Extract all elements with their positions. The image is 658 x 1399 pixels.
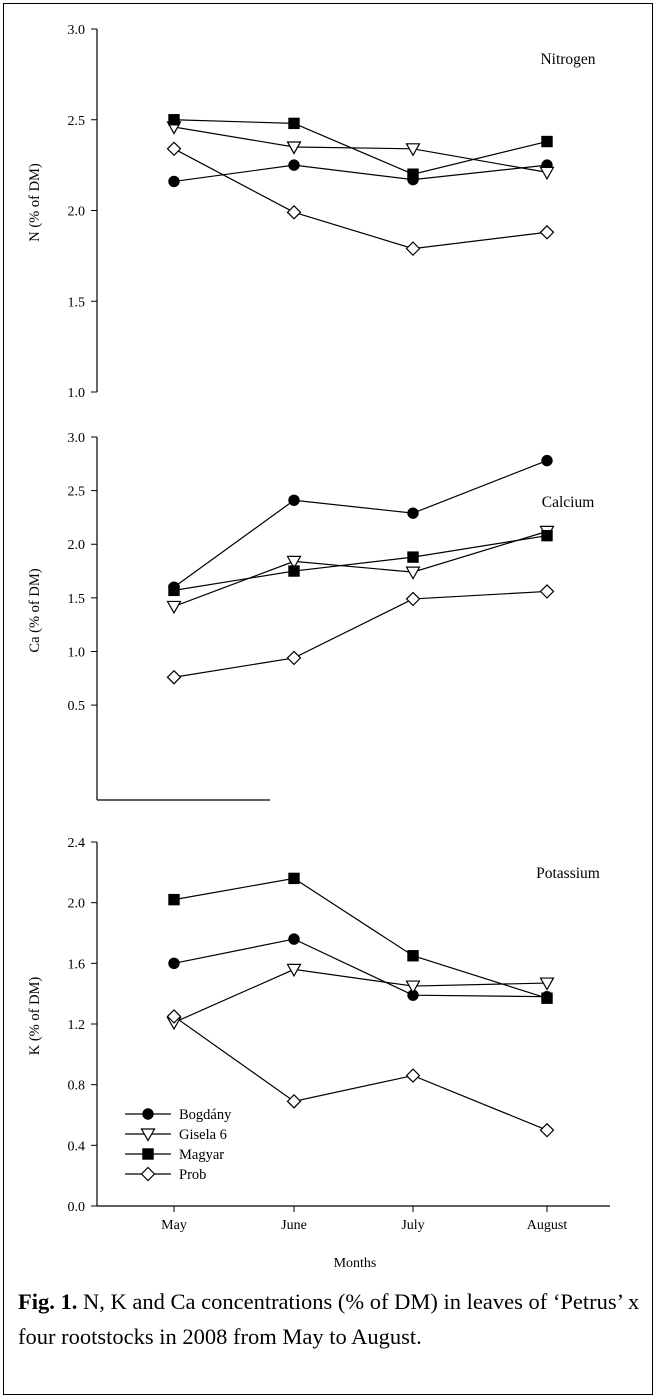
data-point-Gisela 6-June xyxy=(286,555,302,570)
data-point-Prob-August xyxy=(539,584,555,599)
figure-frame xyxy=(3,3,653,1395)
data-point-Prob-May xyxy=(166,669,182,685)
data-point-Magyar-August xyxy=(541,529,553,542)
data-point-Magyar-July xyxy=(407,551,419,563)
data-point-Magyar-August xyxy=(541,135,553,148)
data-point-Gisela 6-June xyxy=(286,141,302,155)
data-point-Gisela 6-June xyxy=(286,963,302,978)
series-line-Gisela 6 xyxy=(173,968,548,1024)
data-point-Magyar-May xyxy=(168,584,180,597)
y-tick-label: 2.0 xyxy=(68,538,86,553)
legend-marker-Gisela 6 xyxy=(140,1128,156,1142)
y-tick-label: 1.5 xyxy=(68,295,86,310)
series-line-Bogdány xyxy=(173,164,548,183)
y-axis-label: N (% of DM) xyxy=(27,163,43,242)
y-tick-label: 2.5 xyxy=(68,114,86,129)
data-point-Gisela 6-August xyxy=(539,977,555,991)
y-tick-label: 3.0 xyxy=(68,431,86,446)
y-tick-label: 1.0 xyxy=(68,645,86,660)
data-point-Prob-July xyxy=(405,1068,421,1083)
y-tick-label: 1.2 xyxy=(68,1018,86,1033)
series-line-Bogdány xyxy=(173,938,548,998)
y-tick-label: 2.0 xyxy=(68,205,86,220)
series-line-Prob xyxy=(173,1015,548,1131)
legend-label: Bogdány xyxy=(179,1107,232,1123)
y-tick-label: 1.5 xyxy=(68,592,86,607)
data-point-Magyar-May xyxy=(168,114,180,126)
data-point-Gisela 6-May xyxy=(166,600,182,615)
data-point-Prob-July xyxy=(405,591,421,607)
data-point-Prob-June xyxy=(286,204,302,220)
data-point-Gisela 6-July xyxy=(405,143,421,157)
series-line-Bogdány xyxy=(173,460,548,588)
data-point-Prob-August xyxy=(539,224,555,240)
y-tick-label: 0.0 xyxy=(68,1200,86,1215)
series-line-Gisela 6 xyxy=(173,530,548,608)
data-point-Magyar-June xyxy=(288,872,300,885)
series-line-Gisela 6 xyxy=(173,126,548,173)
x-tick-label: June xyxy=(281,1218,307,1233)
data-point-Bogdány-May xyxy=(168,957,180,970)
y-tick-label: 2.4 xyxy=(68,836,86,851)
y-tick-label: 0.8 xyxy=(68,1079,86,1094)
panel-title: Nitrogen xyxy=(540,51,595,68)
caption-label: Fig. 1. xyxy=(18,1289,78,1314)
data-point-Bogdány-June xyxy=(288,159,300,171)
data-point-Bogdány-June xyxy=(288,933,300,945)
legend-label: Magyar xyxy=(179,1147,224,1163)
y-tick-label: 0.5 xyxy=(68,699,86,714)
data-point-Magyar-July xyxy=(407,168,419,180)
series-line-Magyar xyxy=(173,119,548,175)
data-point-Bogdány-May xyxy=(168,175,180,188)
panel-title: Potassium xyxy=(536,865,600,882)
y-axis-label: Ca (% of DM) xyxy=(27,568,43,652)
legend-marker-Bogdány xyxy=(142,1108,154,1120)
series-line-Magyar xyxy=(173,535,548,591)
data-point-Prob-May xyxy=(166,1009,182,1024)
y-tick-label: 2.5 xyxy=(68,485,86,500)
y-tick-label: 1.6 xyxy=(68,957,86,972)
legend-marker-Prob xyxy=(140,1166,156,1182)
data-point-Magyar-May xyxy=(168,893,180,906)
data-point-Gisela 6-July xyxy=(405,980,421,994)
data-point-Gisela 6-August xyxy=(539,166,555,181)
data-point-Gisela 6-July xyxy=(405,566,421,580)
legend-label: Gisela 6 xyxy=(179,1127,227,1143)
series-line-Magyar xyxy=(173,877,548,999)
data-point-Prob-August xyxy=(539,1122,555,1138)
figure-caption: Fig. 1. N, K and Ca concentrations (% of… xyxy=(18,1284,648,1354)
data-point-Prob-June xyxy=(286,650,302,666)
y-tick-label: 2.0 xyxy=(68,897,86,912)
data-point-Prob-July xyxy=(405,241,421,256)
legend-label: Prob xyxy=(179,1167,206,1183)
data-point-Bogdány-August xyxy=(541,454,553,467)
panel-title: Calcium xyxy=(542,494,595,511)
x-tick-label: July xyxy=(401,1218,424,1233)
data-point-Bogdány-July xyxy=(407,507,419,519)
caption-text: N, K and Ca concentrations (% of DM) in … xyxy=(18,1289,640,1349)
data-point-Magyar-July xyxy=(407,950,419,962)
data-point-Magyar-June xyxy=(288,117,300,130)
series-line-Prob xyxy=(173,148,548,250)
data-point-Magyar-June xyxy=(288,565,300,577)
y-tick-label: 0.4 xyxy=(68,1139,86,1154)
data-point-Bogdány-June xyxy=(288,494,300,506)
y-tick-label: 3.0 xyxy=(68,23,86,38)
data-point-Magyar-August xyxy=(541,992,553,1004)
legend-marker-Magyar xyxy=(142,1148,154,1160)
x-tick-label: August xyxy=(527,1218,568,1233)
series-line-Prob xyxy=(173,590,548,678)
data-point-Prob-May xyxy=(166,141,182,157)
x-tick-label: May xyxy=(161,1218,187,1233)
data-point-Prob-June xyxy=(286,1094,302,1109)
y-axis-label: K (% of DM) xyxy=(27,977,43,1056)
y-tick-label: 1.0 xyxy=(68,386,86,401)
x-axis-label: Months xyxy=(334,1256,377,1271)
